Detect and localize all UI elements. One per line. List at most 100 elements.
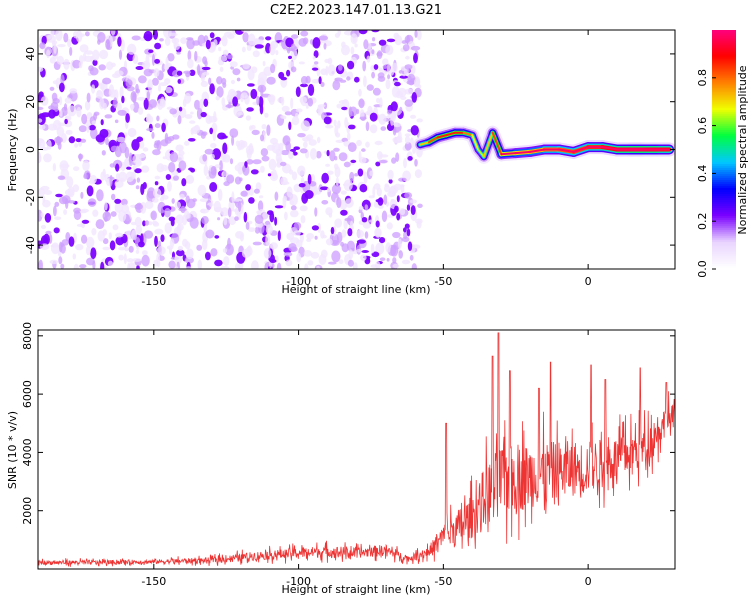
noise-blob	[377, 72, 385, 79]
noise-blob	[343, 179, 353, 192]
noise-blob	[398, 177, 406, 182]
colorbar-step	[712, 225, 736, 228]
noise-blob	[114, 119, 119, 124]
noise-blob	[386, 222, 393, 230]
noise-blob	[132, 258, 142, 262]
y-tick-label: 8000	[21, 322, 34, 350]
noise-blob	[55, 193, 63, 198]
noise-blob	[376, 187, 382, 197]
noise-blob	[231, 135, 235, 146]
colorbar-step	[712, 243, 736, 246]
noise-blob	[348, 106, 353, 118]
noise-blob	[153, 142, 160, 149]
noise-blob	[116, 102, 122, 112]
noise-blob	[174, 201, 181, 209]
noise-blob	[209, 127, 214, 135]
noise-blob	[169, 108, 177, 115]
noise-blob	[119, 86, 124, 98]
noise-blob	[125, 113, 130, 123]
noise-blob	[173, 37, 177, 50]
noise-blob	[127, 43, 137, 55]
noise-blob	[79, 44, 89, 53]
colorbar-step	[712, 129, 736, 133]
noise-blob	[414, 30, 418, 38]
noise-blob	[50, 242, 60, 255]
noise-blob	[380, 126, 387, 131]
noise-blob	[194, 50, 198, 62]
noise-blob	[394, 35, 403, 46]
noise-blob	[247, 69, 255, 81]
noise-blob	[115, 163, 120, 172]
noise-blob	[57, 44, 66, 48]
noise-blob	[358, 88, 362, 97]
colorbar-step	[712, 107, 736, 111]
noise-blob	[59, 160, 69, 172]
noise-blob	[217, 188, 223, 201]
noise-blob	[114, 198, 122, 204]
noise-blob	[298, 61, 305, 65]
noise-blob	[362, 60, 367, 72]
noise-blob	[159, 196, 165, 202]
noise-blob	[293, 230, 301, 236]
noise-blob	[397, 130, 402, 140]
noise-blob	[332, 80, 341, 91]
noise-blob	[42, 195, 46, 203]
noise-blob	[87, 198, 97, 207]
noise-blob	[359, 156, 367, 164]
noise-blob	[117, 109, 127, 116]
noise-blob	[214, 235, 220, 239]
noise-blob	[101, 150, 106, 156]
noise-blob	[325, 163, 330, 167]
spectrogram-noise	[38, 30, 424, 269]
noise-blob	[411, 92, 417, 103]
noise-blob	[325, 238, 333, 246]
noise-blob	[159, 38, 164, 42]
noise-blob	[67, 186, 75, 198]
snr-x-label: Height of straight line (km)	[281, 583, 430, 596]
noise-blob	[136, 177, 141, 183]
noise-blob	[69, 46, 73, 56]
noise-blob	[63, 209, 68, 215]
noise-blob	[209, 182, 218, 192]
noise-blob	[227, 207, 232, 218]
noise-blob	[38, 139, 46, 149]
noise-blob	[252, 159, 262, 165]
noise-blob	[268, 158, 277, 171]
noise-blob	[303, 250, 312, 257]
colorbar-step	[712, 213, 736, 216]
noise-blob	[284, 111, 292, 116]
noise-blob	[81, 219, 90, 224]
noise-blob	[327, 64, 336, 76]
noise-blob	[90, 55, 94, 62]
colorbar-step	[712, 171, 736, 174]
noise-blob	[79, 264, 87, 269]
noise-blob	[251, 129, 260, 136]
noise-blob	[148, 49, 154, 53]
noise-blob	[192, 198, 197, 202]
noise-blob	[283, 252, 293, 257]
noise-blob	[379, 237, 386, 244]
noise-blob	[274, 205, 284, 209]
noise-blob	[176, 51, 181, 55]
noise-blob	[234, 164, 242, 172]
snr-frame	[37, 329, 676, 570]
noise-blob	[234, 207, 239, 216]
noise-blob	[189, 69, 196, 77]
noise-blob	[186, 37, 194, 41]
noise-blob	[311, 78, 320, 84]
noise-blob	[270, 242, 278, 250]
noise-blob	[55, 30, 63, 41]
noise-blob	[187, 58, 194, 69]
noise-blob	[177, 79, 182, 84]
colorbar-step	[712, 123, 736, 127]
chart-title: C2E2.2023.147.01.13.G21	[270, 3, 442, 18]
noise-blob	[224, 243, 234, 256]
noise-blob	[68, 136, 76, 144]
noise-blob	[386, 258, 390, 262]
noise-blob	[338, 152, 348, 162]
noise-blob	[366, 84, 374, 91]
noise-blob	[285, 259, 293, 267]
noise-blob	[102, 102, 107, 110]
colorbar-step	[712, 161, 736, 165]
noise-blob	[138, 75, 147, 84]
